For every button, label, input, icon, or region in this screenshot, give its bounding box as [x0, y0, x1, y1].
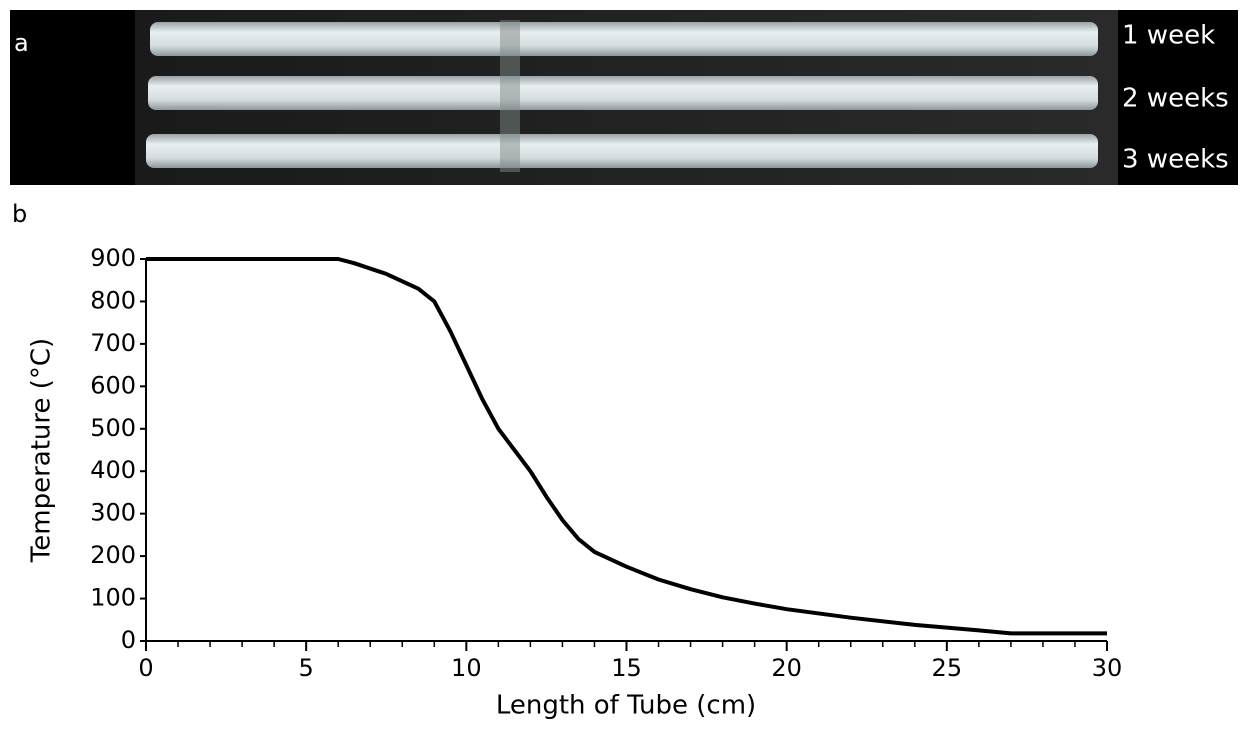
tube	[146, 134, 1098, 168]
y-tick-label: 0	[121, 626, 136, 654]
x-tick-label: 20	[771, 654, 802, 682]
y-tick-label: 100	[90, 584, 136, 612]
y-tick-label: 500	[90, 414, 136, 442]
y-tick-label: 400	[90, 456, 136, 484]
x-tick-label: 0	[138, 654, 153, 682]
y-tick-label: 200	[90, 541, 136, 569]
panel-label: a	[14, 29, 29, 57]
y-tick-label: 600	[90, 371, 136, 399]
y-tick-label: 700	[90, 329, 136, 357]
y-tick-label: 300	[90, 499, 136, 527]
tube	[150, 22, 1098, 56]
x-tick-label: 10	[451, 654, 482, 682]
panel-label: b	[12, 200, 27, 228]
y-tick-label: 800	[90, 286, 136, 314]
y-tick-label: 900	[90, 244, 136, 272]
tube-seal	[500, 20, 520, 172]
x-tick-label: 5	[299, 654, 314, 682]
x-axis-title: Length of Tube (cm)	[496, 691, 756, 721]
tube-label: 3 weeks	[1122, 145, 1229, 175]
tube	[148, 76, 1098, 110]
x-tick-label: 25	[932, 654, 963, 682]
x-tick-label: 30	[1092, 654, 1123, 682]
panel-a: a 1 week 2 weeks 3 weeks	[10, 10, 1238, 185]
tube-label: 1 week	[1122, 21, 1215, 51]
data-line	[146, 257, 1107, 636]
y-axis-title: Temperature (°C)	[27, 338, 57, 563]
x-tick-label: 15	[611, 654, 642, 682]
tube-label: 2 weeks	[1122, 84, 1229, 114]
